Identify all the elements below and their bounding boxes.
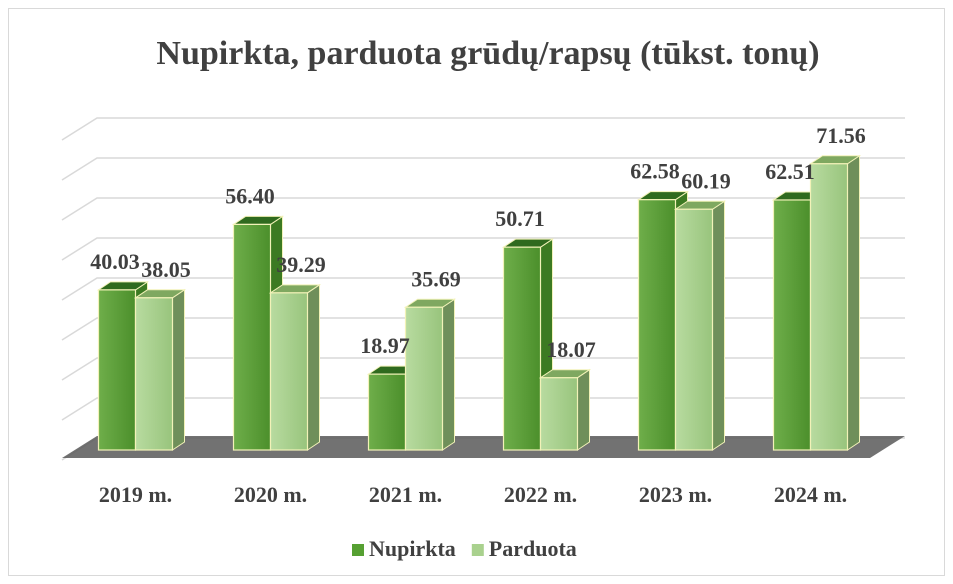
bar: [231, 215, 285, 451]
bar-front: [674, 208, 714, 451]
x-tick-label: 2023 m.: [639, 482, 712, 507]
bar-front: [269, 292, 309, 451]
bar-side: [847, 154, 860, 451]
data-label: 38.05: [141, 257, 191, 282]
wall-line: [61, 157, 905, 181]
data-label: 18.07: [546, 337, 596, 362]
wall-line: [61, 197, 905, 221]
data-label: 56.40: [225, 183, 275, 208]
bar-side: [307, 283, 320, 451]
bar: [268, 283, 322, 451]
bar-front: [539, 377, 579, 451]
data-label: 35.69: [411, 266, 461, 291]
bar-front: [134, 297, 174, 451]
bar-front: [809, 163, 849, 451]
bar-front: [502, 246, 542, 451]
bars: [96, 154, 862, 451]
data-label: 50.71: [495, 206, 545, 231]
bar-side: [442, 298, 455, 451]
bar-front: [772, 199, 812, 451]
wall-line: [61, 357, 905, 381]
data-label: 62.51: [765, 159, 815, 184]
wall-line: [61, 317, 905, 341]
wall-line: [61, 397, 905, 421]
wall-line: [61, 237, 905, 261]
x-tick-label: 2019 m.: [99, 482, 172, 507]
legend-label: Nupirkta: [369, 536, 456, 561]
wall-line: [61, 277, 905, 301]
bar-side: [577, 368, 590, 451]
legend-label: Parduota: [489, 536, 577, 561]
bar-front: [232, 223, 272, 451]
legend-swatch: [352, 544, 364, 556]
bar-front: [97, 289, 137, 451]
data-label: 62.58: [630, 159, 680, 184]
data-label: 71.56: [816, 123, 866, 148]
wall-line: [61, 117, 905, 141]
bar: [808, 154, 862, 451]
x-tick-label: 2024 m.: [774, 482, 847, 507]
bar: [403, 298, 457, 451]
bar-front: [367, 373, 407, 451]
x-tick-label: 2022 m.: [504, 482, 577, 507]
bar: [133, 288, 187, 451]
data-label: 60.19: [681, 168, 731, 193]
x-tick-label: 2020 m.: [234, 482, 307, 507]
chart-title: Nupirkta, parduota grūdų/rapsų (tūkst. t…: [156, 35, 819, 72]
bar-front: [637, 199, 677, 451]
bar: [538, 368, 592, 451]
data-label: 39.29: [276, 252, 326, 277]
x-tick-label: 2021 m.: [369, 482, 442, 507]
data-label: 18.97: [360, 333, 410, 358]
legend-swatch: [471, 544, 484, 556]
bar-side: [172, 288, 185, 451]
bar-side: [712, 200, 725, 451]
data-label: 40.03: [90, 249, 140, 274]
bar-front: [404, 306, 444, 451]
bar: [673, 200, 727, 451]
